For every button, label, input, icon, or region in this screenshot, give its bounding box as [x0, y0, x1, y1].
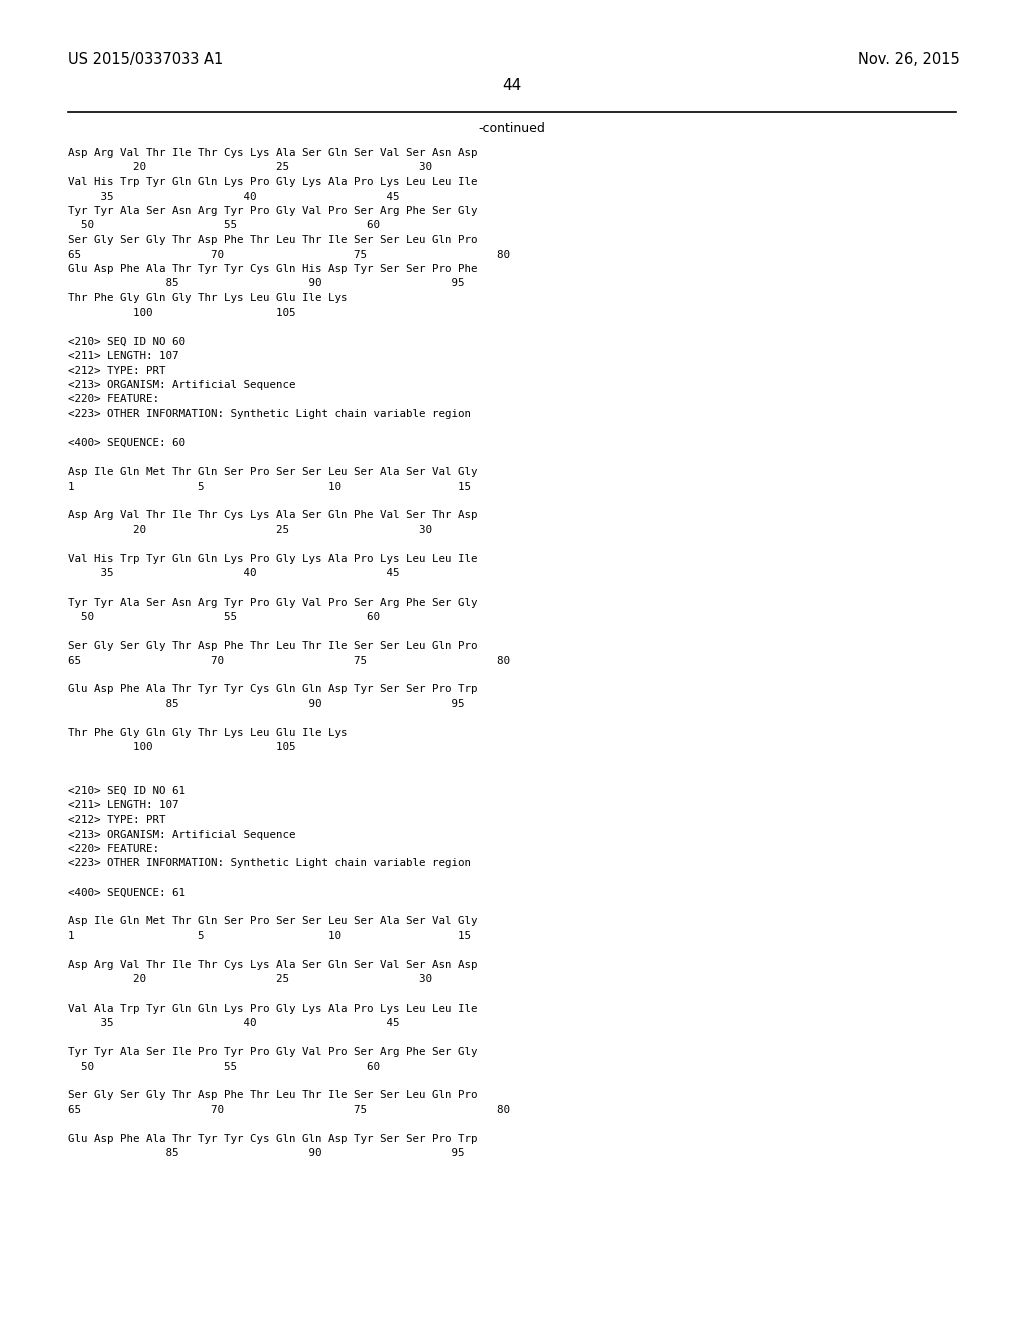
Text: 35                    40                    45: 35 40 45: [68, 569, 399, 578]
Text: Ser Gly Ser Gly Thr Asp Phe Thr Leu Thr Ile Ser Ser Leu Gln Pro: Ser Gly Ser Gly Thr Asp Phe Thr Leu Thr …: [68, 235, 477, 246]
Text: <400> SEQUENCE: 60: <400> SEQUENCE: 60: [68, 438, 185, 447]
Text: Asp Ile Gln Met Thr Gln Ser Pro Ser Ser Leu Ser Ala Ser Val Gly: Asp Ile Gln Met Thr Gln Ser Pro Ser Ser …: [68, 916, 477, 927]
Text: Val Ala Trp Tyr Gln Gln Lys Pro Gly Lys Ala Pro Lys Leu Leu Ile: Val Ala Trp Tyr Gln Gln Lys Pro Gly Lys …: [68, 1003, 477, 1014]
Text: <220> FEATURE:: <220> FEATURE:: [68, 843, 159, 854]
Text: Asp Ile Gln Met Thr Gln Ser Pro Ser Ser Leu Ser Ala Ser Val Gly: Asp Ile Gln Met Thr Gln Ser Pro Ser Ser …: [68, 467, 477, 477]
Text: Glu Asp Phe Ala Thr Tyr Tyr Cys Gln His Asp Tyr Ser Ser Pro Phe: Glu Asp Phe Ala Thr Tyr Tyr Cys Gln His …: [68, 264, 477, 275]
Text: 85                    90                    95: 85 90 95: [68, 279, 465, 289]
Text: 20                    25                    30: 20 25 30: [68, 162, 432, 173]
Text: <213> ORGANISM: Artificial Sequence: <213> ORGANISM: Artificial Sequence: [68, 829, 296, 840]
Text: <213> ORGANISM: Artificial Sequence: <213> ORGANISM: Artificial Sequence: [68, 380, 296, 389]
Text: Asp Arg Val Thr Ile Thr Cys Lys Ala Ser Gln Ser Val Ser Asn Asp: Asp Arg Val Thr Ile Thr Cys Lys Ala Ser …: [68, 960, 477, 970]
Text: 50                    55                    60: 50 55 60: [68, 612, 380, 622]
Text: Ser Gly Ser Gly Thr Asp Phe Thr Leu Thr Ile Ser Ser Leu Gln Pro: Ser Gly Ser Gly Thr Asp Phe Thr Leu Thr …: [68, 1090, 477, 1101]
Text: Asp Arg Val Thr Ile Thr Cys Lys Ala Ser Gln Phe Val Ser Thr Asp: Asp Arg Val Thr Ile Thr Cys Lys Ala Ser …: [68, 511, 477, 520]
Text: 20                    25                    30: 20 25 30: [68, 974, 432, 985]
Text: 50                    55                    60: 50 55 60: [68, 1061, 380, 1072]
Text: US 2015/0337033 A1: US 2015/0337033 A1: [68, 51, 223, 67]
Text: 1                   5                   10                  15: 1 5 10 15: [68, 931, 471, 941]
Text: Tyr Tyr Ala Ser Ile Pro Tyr Pro Gly Val Pro Ser Arg Phe Ser Gly: Tyr Tyr Ala Ser Ile Pro Tyr Pro Gly Val …: [68, 1047, 477, 1057]
Text: 85                    90                    95: 85 90 95: [68, 1148, 465, 1159]
Text: <210> SEQ ID NO 60: <210> SEQ ID NO 60: [68, 337, 185, 346]
Text: 65                    70                    75                    80: 65 70 75 80: [68, 1105, 510, 1115]
Text: <212> TYPE: PRT: <212> TYPE: PRT: [68, 814, 166, 825]
Text: 44: 44: [503, 78, 521, 92]
Text: Glu Asp Phe Ala Thr Tyr Tyr Cys Gln Gln Asp Tyr Ser Ser Pro Trp: Glu Asp Phe Ala Thr Tyr Tyr Cys Gln Gln …: [68, 1134, 477, 1144]
Text: 65                    70                    75                    80: 65 70 75 80: [68, 656, 510, 665]
Text: Tyr Tyr Ala Ser Asn Arg Tyr Pro Gly Val Pro Ser Arg Phe Ser Gly: Tyr Tyr Ala Ser Asn Arg Tyr Pro Gly Val …: [68, 206, 477, 216]
Text: <223> OTHER INFORMATION: Synthetic Light chain variable region: <223> OTHER INFORMATION: Synthetic Light…: [68, 858, 471, 869]
Text: Val His Trp Tyr Gln Gln Lys Pro Gly Lys Ala Pro Lys Leu Leu Ile: Val His Trp Tyr Gln Gln Lys Pro Gly Lys …: [68, 554, 477, 564]
Text: 35                    40                    45: 35 40 45: [68, 191, 399, 202]
Text: 35                    40                    45: 35 40 45: [68, 1018, 399, 1028]
Text: 1                   5                   10                  15: 1 5 10 15: [68, 482, 471, 491]
Text: 85                    90                    95: 85 90 95: [68, 700, 465, 709]
Text: <223> OTHER INFORMATION: Synthetic Light chain variable region: <223> OTHER INFORMATION: Synthetic Light…: [68, 409, 471, 418]
Text: <400> SEQUENCE: 61: <400> SEQUENCE: 61: [68, 887, 185, 898]
Text: Asp Arg Val Thr Ile Thr Cys Lys Ala Ser Gln Ser Val Ser Asn Asp: Asp Arg Val Thr Ile Thr Cys Lys Ala Ser …: [68, 148, 477, 158]
Text: 50                    55                    60: 50 55 60: [68, 220, 380, 231]
Text: <212> TYPE: PRT: <212> TYPE: PRT: [68, 366, 166, 375]
Text: <220> FEATURE:: <220> FEATURE:: [68, 395, 159, 404]
Text: 100                   105: 100 105: [68, 308, 296, 318]
Text: <210> SEQ ID NO 61: <210> SEQ ID NO 61: [68, 785, 185, 796]
Text: -continued: -continued: [478, 121, 546, 135]
Text: Tyr Tyr Ala Ser Asn Arg Tyr Pro Gly Val Pro Ser Arg Phe Ser Gly: Tyr Tyr Ala Ser Asn Arg Tyr Pro Gly Val …: [68, 598, 477, 607]
Text: Thr Phe Gly Gln Gly Thr Lys Leu Glu Ile Lys: Thr Phe Gly Gln Gly Thr Lys Leu Glu Ile …: [68, 293, 347, 304]
Text: Glu Asp Phe Ala Thr Tyr Tyr Cys Gln Gln Asp Tyr Ser Ser Pro Trp: Glu Asp Phe Ala Thr Tyr Tyr Cys Gln Gln …: [68, 685, 477, 694]
Text: Thr Phe Gly Gln Gly Thr Lys Leu Glu Ile Lys: Thr Phe Gly Gln Gly Thr Lys Leu Glu Ile …: [68, 729, 347, 738]
Text: Val His Trp Tyr Gln Gln Lys Pro Gly Lys Ala Pro Lys Leu Leu Ile: Val His Trp Tyr Gln Gln Lys Pro Gly Lys …: [68, 177, 477, 187]
Text: 65                    70                    75                    80: 65 70 75 80: [68, 249, 510, 260]
Text: 100                   105: 100 105: [68, 742, 296, 752]
Text: 20                    25                    30: 20 25 30: [68, 525, 432, 535]
Text: <211> LENGTH: 107: <211> LENGTH: 107: [68, 800, 178, 810]
Text: Ser Gly Ser Gly Thr Asp Phe Thr Leu Thr Ile Ser Ser Leu Gln Pro: Ser Gly Ser Gly Thr Asp Phe Thr Leu Thr …: [68, 642, 477, 651]
Text: Nov. 26, 2015: Nov. 26, 2015: [858, 51, 961, 67]
Text: <211> LENGTH: 107: <211> LENGTH: 107: [68, 351, 178, 360]
